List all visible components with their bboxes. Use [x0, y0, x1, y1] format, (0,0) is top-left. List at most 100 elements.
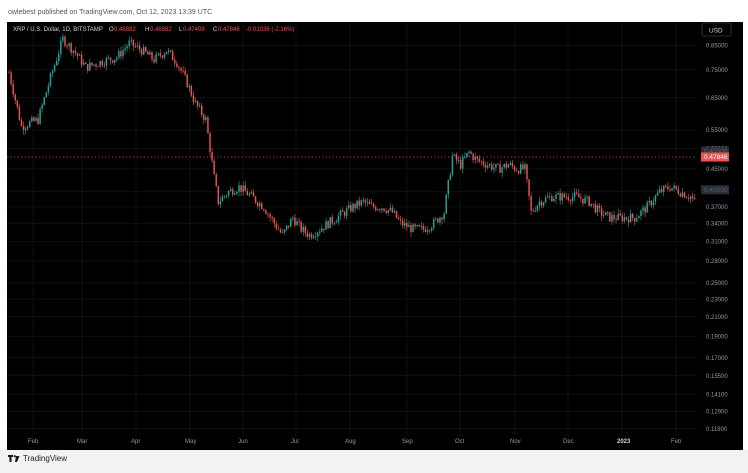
candle-body [511, 163, 514, 167]
candle-body [142, 47, 145, 55]
candle-body [310, 234, 313, 238]
candle-body [348, 205, 350, 209]
symbol-legend[interactable]: XRP / U.S. Dollar, 1D, BITSTAMP O 0.4888… [13, 27, 294, 33]
candle-body [269, 214, 271, 218]
candle-body [387, 209, 389, 213]
candle-body [306, 232, 309, 237]
candles-layer [8, 33, 700, 242]
candle-body [219, 201, 222, 205]
candle-body [447, 179, 449, 195]
candle-body [232, 189, 234, 195]
legend-close-value: 0.47846 [218, 27, 240, 33]
candle-body [665, 185, 667, 187]
candle-body [331, 217, 333, 224]
candle-body [147, 51, 149, 55]
price-axis-bg[interactable] [696, 22, 743, 450]
candle-body [410, 225, 412, 233]
tradingview-brand: TradingView [23, 454, 68, 463]
chart-frame[interactable]: 0.850000.750000.650000.550000.500000.450… [7, 22, 743, 450]
candle-body [453, 154, 456, 156]
candle-body [325, 221, 327, 230]
candle-body [683, 192, 686, 198]
candle-body [51, 71, 54, 74]
candle-body [605, 212, 607, 216]
candle-body [227, 191, 230, 196]
candle-body [10, 72, 12, 84]
candle-body [53, 65, 56, 72]
candle-body [534, 210, 537, 212]
candle-body [669, 189, 671, 191]
time-tick-label: May [185, 439, 196, 445]
candle-body [16, 100, 19, 107]
currency-button[interactable]: USD [701, 22, 732, 37]
candle-body [294, 217, 296, 226]
candle-body [437, 218, 439, 223]
candle-body [84, 62, 87, 65]
currency-button-bg[interactable] [701, 22, 732, 37]
candle-body [302, 226, 304, 232]
candle-body [383, 208, 385, 212]
candle-body [304, 226, 307, 233]
candle-body [466, 153, 468, 157]
candle-body [180, 67, 182, 71]
candle-body [194, 100, 197, 102]
candle-body [536, 205, 539, 211]
candle-body [33, 117, 35, 121]
candle-body [140, 49, 143, 55]
candle-body [654, 195, 657, 202]
candle-body [590, 203, 592, 206]
price-chart[interactable]: 0.850000.750000.650000.550000.500000.450… [7, 22, 743, 450]
candle-body [687, 197, 690, 199]
candle-body [524, 164, 526, 170]
price-tick-label: 0.34000 [706, 221, 728, 227]
candle-body [418, 225, 420, 227]
candle-body [602, 215, 605, 216]
candle-body [186, 74, 188, 88]
candle-body [244, 185, 246, 192]
candle-body [495, 163, 497, 168]
candle-body [470, 151, 472, 154]
candle-body [14, 94, 16, 101]
candle-body [375, 207, 377, 211]
candle-body [449, 174, 452, 180]
time-tick-label: Jun [238, 439, 248, 445]
candle-body [263, 209, 265, 211]
candle-body [207, 117, 209, 134]
candle-body [443, 213, 445, 220]
candle-body [441, 217, 443, 220]
candle-body [122, 50, 124, 57]
candle-body [221, 196, 224, 202]
candle-body [323, 228, 325, 230]
candle-body [399, 219, 402, 221]
candle-body [132, 39, 135, 47]
candle-body [130, 39, 133, 41]
candle-body [395, 211, 398, 218]
tradingview-logo[interactable]: TradingView [8, 454, 67, 463]
candle-body [360, 200, 362, 206]
candle-body [8, 72, 10, 74]
candle-body [252, 192, 255, 197]
candle-body [261, 203, 263, 210]
candle-body [685, 197, 688, 199]
candle-body [567, 197, 570, 201]
candle-body [116, 57, 118, 60]
candle-body [478, 158, 481, 162]
last-price-label: 0.47846 [704, 154, 728, 161]
candle-body [679, 193, 682, 197]
price-tick-label: 0.55000 [706, 128, 728, 134]
candle-body [354, 204, 356, 209]
candle-body [47, 85, 50, 93]
candle-body [242, 185, 244, 192]
candle-body [120, 51, 122, 57]
candle-body [124, 48, 126, 51]
candle-body [176, 63, 178, 67]
legend-change: -0.01036 (-2.16%) [246, 27, 294, 33]
candle-body [385, 211, 387, 213]
candle-body [596, 205, 599, 213]
currency-button-label[interactable]: USD [709, 28, 723, 35]
candle-body [341, 210, 344, 212]
candle-body [681, 192, 684, 197]
candle-body [609, 212, 611, 222]
time-tick-label: Nov [510, 439, 521, 445]
time-tick-label: Feb [671, 439, 682, 445]
